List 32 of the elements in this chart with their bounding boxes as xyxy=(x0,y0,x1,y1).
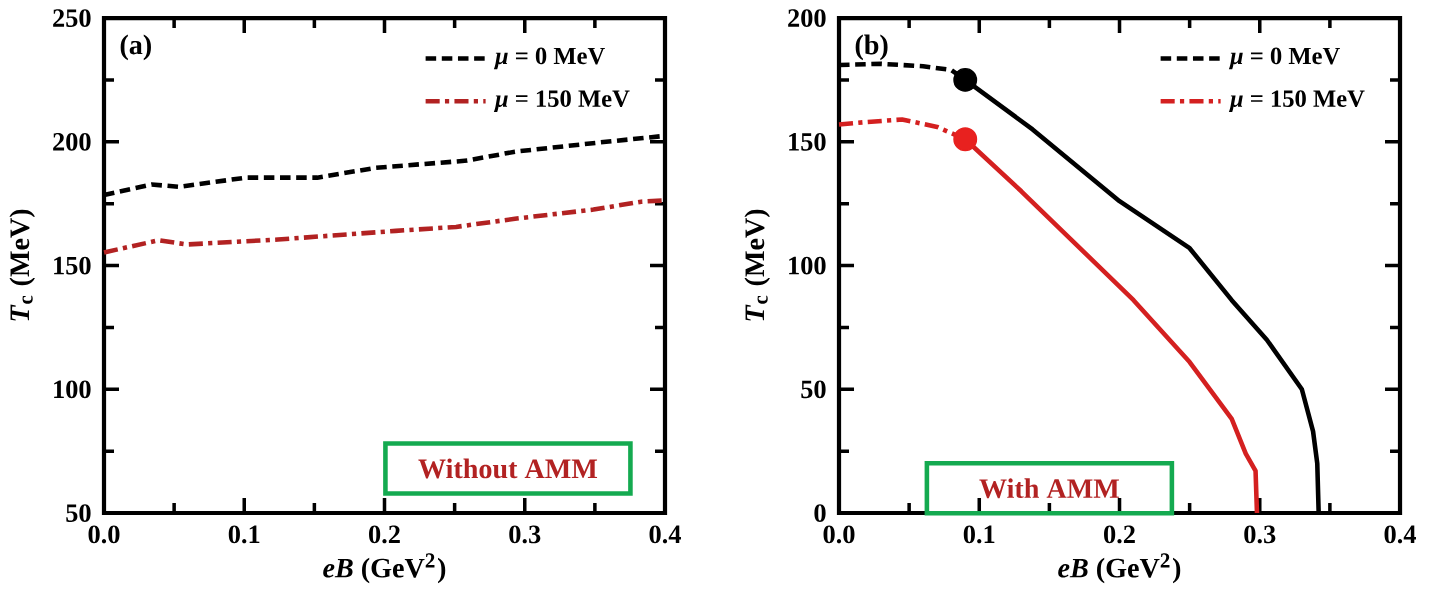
y-tick-label: 0 xyxy=(814,504,826,522)
x-tick-label: 0.3 xyxy=(1244,525,1276,544)
annotation: (a) xyxy=(120,34,151,61)
y-tick-label: 200 xyxy=(788,9,826,27)
x-tick-label: 0.2 xyxy=(369,525,400,544)
y-tick-label: 250 xyxy=(53,9,91,27)
legend-label: μ = 150 MeV xyxy=(1228,90,1365,112)
x-tick-label: 0.4 xyxy=(649,525,681,544)
x-tick-label: 0.2 xyxy=(1104,525,1135,544)
annotation: With AMM xyxy=(979,478,1119,499)
y-axis-title: T$_{c}$ (MeV) xyxy=(9,209,35,321)
x-tick-label: 0.1 xyxy=(228,525,260,544)
legend-label: μ = 150 MeV xyxy=(493,90,630,112)
y-tick-label: 150 xyxy=(54,256,91,275)
y-tick-label: 150 xyxy=(789,132,826,151)
x-tick-label: 0.4 xyxy=(1384,525,1416,544)
legend-label: μ = 0 MeV xyxy=(1228,47,1340,70)
annotation: (b) xyxy=(855,34,888,61)
y-tick-label: 100 xyxy=(789,256,826,275)
x-tick-label: 0.0 xyxy=(88,525,120,544)
x-tick-label: 0.3 xyxy=(509,525,541,544)
x-tick-label: 0.1 xyxy=(963,525,995,544)
y-tick-label: 100 xyxy=(54,380,91,399)
y-tick-label: 50 xyxy=(66,504,91,522)
x-tick-label: 0.0 xyxy=(823,525,855,544)
annotation: Without AMM xyxy=(418,458,598,479)
y-tick-label: 50 xyxy=(801,380,826,399)
x-axis-title: eB (GeV$^{2}$) xyxy=(323,553,446,584)
x-axis-title: eB (GeV$^{2}$) xyxy=(1058,553,1181,584)
y-tick-label: 200 xyxy=(53,132,91,151)
y-axis-title: T$_{c}$ (MeV) xyxy=(744,209,770,321)
legend-label: μ = 0 MeV xyxy=(493,47,605,70)
